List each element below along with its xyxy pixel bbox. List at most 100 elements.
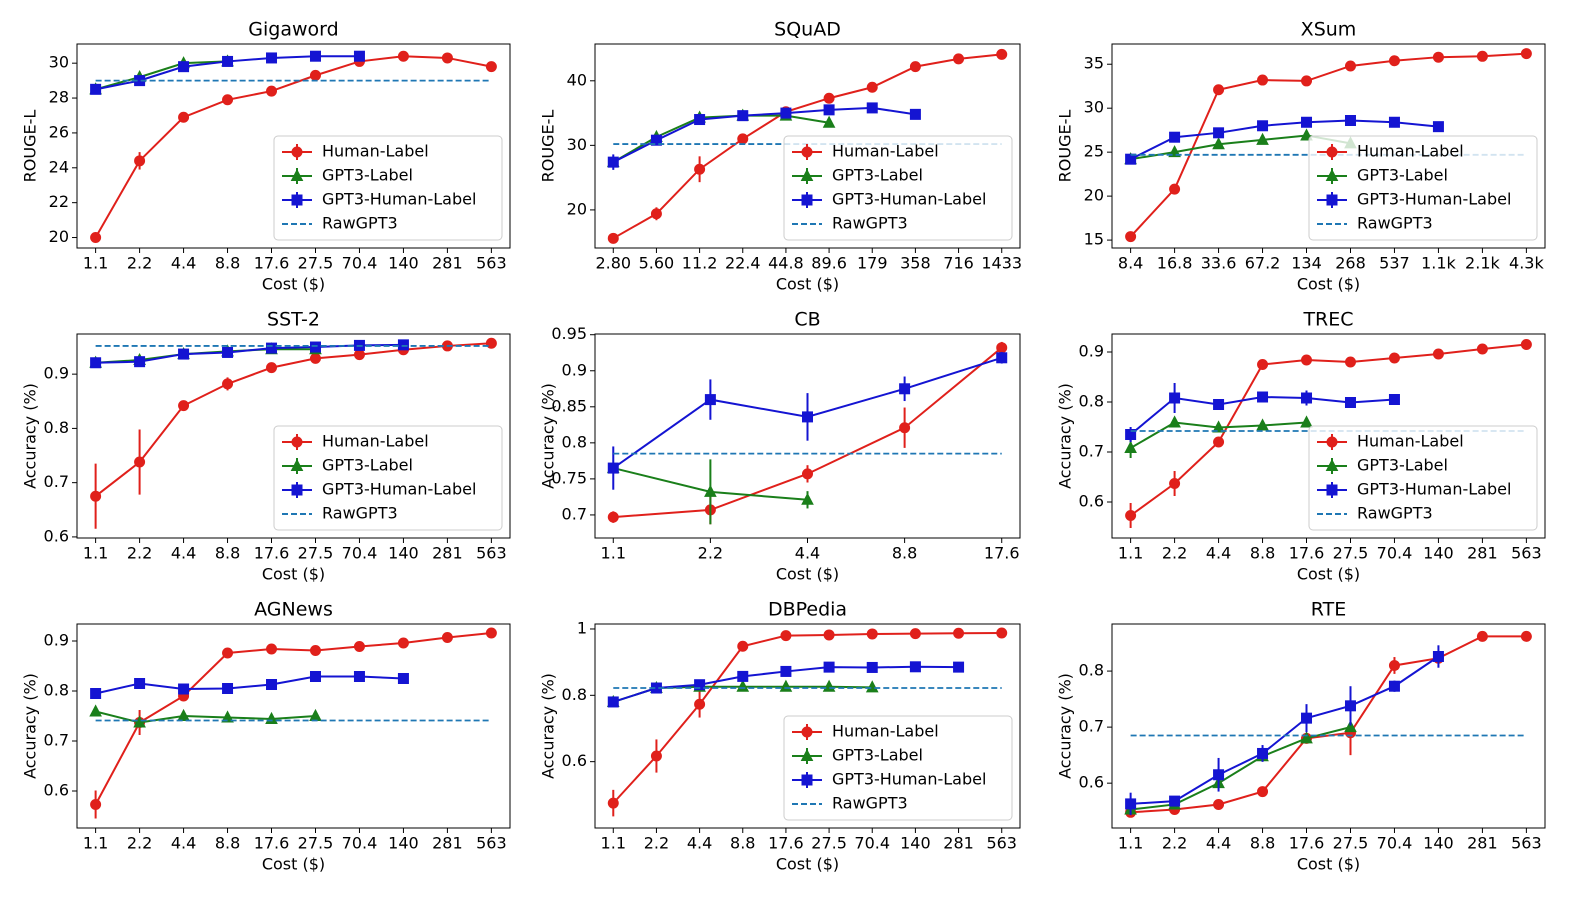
point xyxy=(266,342,278,354)
point xyxy=(607,156,619,168)
x-axis-label: Cost ($) xyxy=(776,565,839,584)
x-tick-label: 563 xyxy=(1511,834,1542,853)
point xyxy=(650,134,662,146)
x-tick-label: 17.6 xyxy=(254,254,290,273)
x-tick-label: 70.4 xyxy=(342,834,378,853)
y-axis-label: Accuracy (%) xyxy=(539,383,558,489)
y-tick-label: 26 xyxy=(49,122,69,141)
point xyxy=(1213,127,1225,139)
point xyxy=(1344,356,1356,368)
legend-label: Human-Label xyxy=(1357,142,1464,161)
point xyxy=(309,69,321,81)
y-tick-label: 0.6 xyxy=(44,781,69,800)
point xyxy=(485,337,497,349)
x-tick-label: 27.5 xyxy=(298,544,334,563)
x-axis-label: Cost ($) xyxy=(1297,855,1360,874)
axes-frame xyxy=(594,333,1021,539)
x-tick-label: 8.8 xyxy=(1250,834,1275,853)
point xyxy=(823,661,835,673)
x-tick-label: 4.4 xyxy=(171,544,196,563)
point xyxy=(266,679,278,690)
point xyxy=(134,456,146,468)
y-tick-label: 30 xyxy=(567,135,587,154)
point xyxy=(1212,137,1225,150)
point xyxy=(222,647,234,659)
legend-label: GPT3-Label xyxy=(832,746,923,765)
point xyxy=(1257,747,1269,759)
point xyxy=(1476,343,1488,355)
x-tick-label: 179 xyxy=(857,254,888,273)
legend-label: Human-Label xyxy=(832,722,939,741)
x-tick-label: 70.4 xyxy=(854,834,890,853)
legend-box xyxy=(783,715,1013,821)
series-line xyxy=(612,53,1002,240)
x-tick-label: 1433 xyxy=(981,254,1022,273)
y-axis-label: Accuracy (%) xyxy=(21,673,40,779)
x-axis-label: Cost ($) xyxy=(1297,275,1360,294)
point xyxy=(485,627,497,639)
legend-label: RawGPT3 xyxy=(1357,504,1433,523)
point xyxy=(441,632,453,643)
point xyxy=(996,352,1008,364)
y-tick-label: 24 xyxy=(49,157,69,176)
x-axis-label: Cost ($) xyxy=(262,855,325,874)
x-tick-label: 268 xyxy=(1335,254,1366,273)
point xyxy=(1432,651,1444,663)
y-tick-label: 0.8 xyxy=(1079,661,1104,680)
y-tick-label: 0.8 xyxy=(562,432,587,451)
series-line xyxy=(612,106,916,164)
point xyxy=(266,362,278,374)
x-tick-label: 8.8 xyxy=(215,544,240,563)
x-tick-label: 8.8 xyxy=(892,544,917,563)
series-line xyxy=(94,632,492,805)
point xyxy=(1169,795,1181,807)
y-tick-label: 22 xyxy=(49,192,69,211)
point xyxy=(737,133,749,145)
x-tick-label: 27.5 xyxy=(1333,834,1369,853)
x-tick-label: 4.3k xyxy=(1509,254,1544,273)
point xyxy=(1344,60,1356,72)
point xyxy=(353,50,365,62)
point xyxy=(178,348,190,360)
legend-box xyxy=(1308,425,1538,531)
point xyxy=(1169,478,1181,489)
y-tick-label: 40 xyxy=(567,70,587,89)
y-tick-label: 25 xyxy=(1084,142,1104,161)
point xyxy=(780,665,792,677)
x-tick-label: 1.1 xyxy=(83,544,108,563)
point xyxy=(780,107,792,119)
point xyxy=(134,155,146,167)
point xyxy=(134,356,146,368)
legend-label: RawGPT3 xyxy=(322,504,398,523)
x-tick-label: 44.8 xyxy=(768,254,804,273)
series-line xyxy=(1130,119,1439,161)
y-tick-label: 0.75 xyxy=(551,468,587,487)
x-tick-label: 2.2 xyxy=(127,254,152,273)
x-tick-label: 1.1 xyxy=(83,254,108,273)
point xyxy=(1388,680,1400,692)
y-tick-label: 0.8 xyxy=(44,418,69,437)
x-tick-label: 281 xyxy=(432,834,463,853)
point xyxy=(222,683,234,694)
point xyxy=(353,671,365,682)
x-tick-label: 27.5 xyxy=(811,834,847,853)
x-tick-label: 134 xyxy=(1291,254,1322,273)
x-tick-label: 27.5 xyxy=(298,254,334,273)
series-line xyxy=(1129,52,1527,238)
point xyxy=(953,53,965,65)
point xyxy=(1256,132,1269,145)
y-tick-label: 1 xyxy=(577,618,587,637)
point xyxy=(694,698,706,710)
y-axis-label: Accuracy (%) xyxy=(1056,673,1075,779)
point xyxy=(133,715,146,728)
x-tick-label: 140 xyxy=(1423,834,1454,853)
point xyxy=(996,627,1008,639)
x-tick-label: 2.2 xyxy=(1162,834,1187,853)
x-tick-label: 1.1k xyxy=(1421,254,1456,273)
point xyxy=(397,50,409,62)
x-tick-label: 140 xyxy=(388,254,419,273)
point xyxy=(353,349,365,361)
x-tick-label: 563 xyxy=(1511,544,1542,563)
y-axis-label: ROUGE-L xyxy=(539,110,558,183)
